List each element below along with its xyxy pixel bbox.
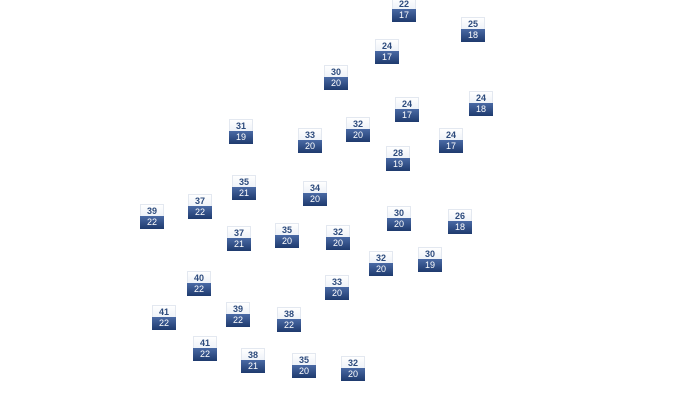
station-marker[interactable]: 22 17 (392, 0, 416, 22)
high-temp: 39 (226, 302, 250, 314)
low-temp: 17 (395, 109, 419, 122)
low-temp: 22 (188, 206, 212, 219)
low-temp: 22 (140, 216, 164, 229)
high-temp: 37 (227, 226, 251, 238)
low-temp: 20 (387, 218, 411, 231)
station-marker[interactable]: 30 20 (387, 206, 411, 231)
station-marker[interactable]: 26 18 (448, 209, 472, 234)
high-temp: 24 (469, 91, 493, 103)
high-temp: 34 (303, 181, 327, 193)
high-temp: 39 (140, 204, 164, 216)
station-marker[interactable]: 32 20 (369, 251, 393, 276)
low-temp: 22 (152, 317, 176, 330)
station-marker[interactable]: 24 17 (395, 97, 419, 122)
station-marker[interactable]: 37 22 (188, 194, 212, 219)
station-marker[interactable]: 39 22 (140, 204, 164, 229)
high-temp: 41 (152, 305, 176, 317)
station-marker[interactable]: 33 20 (298, 128, 322, 153)
station-marker[interactable]: 39 22 (226, 302, 250, 327)
high-temp: 30 (387, 206, 411, 218)
low-temp: 20 (346, 129, 370, 142)
low-temp: 17 (392, 9, 416, 22)
station-marker[interactable]: 38 21 (241, 348, 265, 373)
low-temp: 22 (277, 319, 301, 332)
low-temp: 20 (292, 365, 316, 378)
station-marker[interactable]: 33 20 (325, 275, 349, 300)
station-marker[interactable]: 30 20 (324, 65, 348, 90)
station-marker[interactable]: 35 20 (275, 223, 299, 248)
high-temp: 26 (448, 209, 472, 221)
high-temp: 28 (386, 146, 410, 158)
station-marker[interactable]: 35 20 (292, 353, 316, 378)
low-temp: 21 (227, 238, 251, 251)
station-marker[interactable]: 24 17 (375, 39, 399, 64)
high-temp: 32 (369, 251, 393, 263)
low-temp: 19 (229, 131, 253, 144)
low-temp: 18 (448, 221, 472, 234)
low-temp: 20 (303, 193, 327, 206)
station-marker[interactable]: 25 18 (461, 17, 485, 42)
high-temp: 40 (187, 271, 211, 283)
high-temp: 30 (418, 247, 442, 259)
station-marker[interactable]: 32 20 (341, 356, 365, 381)
high-temp: 33 (298, 128, 322, 140)
station-marker[interactable]: 34 20 (303, 181, 327, 206)
low-temp: 21 (241, 360, 265, 373)
high-temp: 24 (395, 97, 419, 109)
station-marker[interactable]: 40 22 (187, 271, 211, 296)
station-marker[interactable]: 31 19 (229, 119, 253, 144)
high-temp: 24 (439, 128, 463, 140)
high-temp: 35 (232, 175, 256, 187)
high-temp: 22 (392, 0, 416, 9)
high-temp: 35 (292, 353, 316, 365)
high-temp: 38 (277, 307, 301, 319)
low-temp: 21 (232, 187, 256, 200)
high-temp: 31 (229, 119, 253, 131)
low-temp: 17 (375, 51, 399, 64)
low-temp: 20 (325, 287, 349, 300)
low-temp: 22 (193, 348, 217, 361)
low-temp: 22 (187, 283, 211, 296)
high-temp: 38 (241, 348, 265, 360)
high-temp: 33 (325, 275, 349, 287)
station-marker[interactable]: 24 17 (439, 128, 463, 153)
station-marker[interactable]: 30 19 (418, 247, 442, 272)
high-temp: 32 (326, 225, 350, 237)
station-marker[interactable]: 28 19 (386, 146, 410, 171)
high-temp: 30 (324, 65, 348, 77)
station-marker[interactable]: 41 22 (193, 336, 217, 361)
low-temp: 18 (469, 103, 493, 116)
high-temp: 37 (188, 194, 212, 206)
station-marker[interactable]: 24 18 (469, 91, 493, 116)
high-temp: 35 (275, 223, 299, 235)
high-temp: 24 (375, 39, 399, 51)
low-temp: 19 (418, 259, 442, 272)
station-marker[interactable]: 41 22 (152, 305, 176, 330)
high-temp: 32 (341, 356, 365, 368)
low-temp: 22 (226, 314, 250, 327)
station-marker[interactable]: 32 20 (326, 225, 350, 250)
low-temp: 20 (369, 263, 393, 276)
high-temp: 25 (461, 17, 485, 29)
high-temp: 41 (193, 336, 217, 348)
station-marker[interactable]: 32 20 (346, 117, 370, 142)
low-temp: 20 (298, 140, 322, 153)
low-temp: 20 (324, 77, 348, 90)
low-temp: 18 (461, 29, 485, 42)
low-temp: 19 (386, 158, 410, 171)
low-temp: 20 (341, 368, 365, 381)
low-temp: 20 (275, 235, 299, 248)
low-temp: 17 (439, 140, 463, 153)
low-temp: 20 (326, 237, 350, 250)
high-temp: 32 (346, 117, 370, 129)
station-marker[interactable]: 35 21 (232, 175, 256, 200)
station-marker[interactable]: 38 22 (277, 307, 301, 332)
station-marker[interactable]: 37 21 (227, 226, 251, 251)
